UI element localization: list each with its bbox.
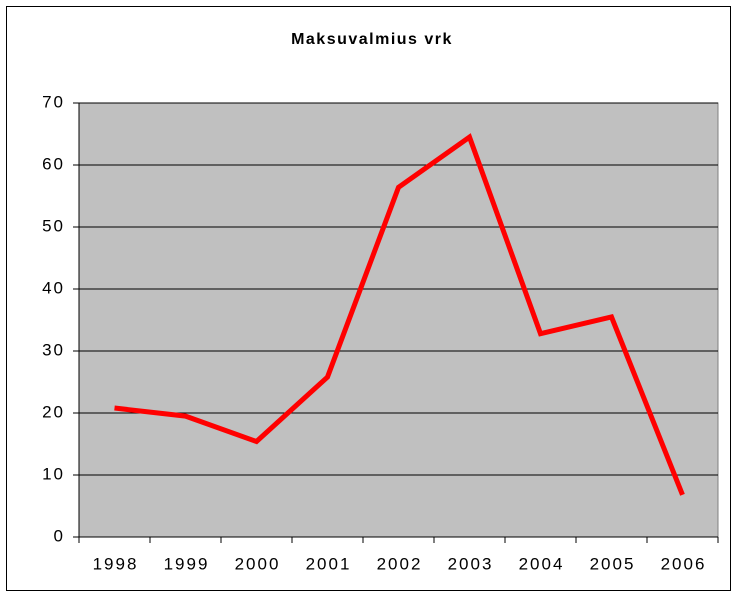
y-tick-label: 60 — [42, 154, 65, 173]
y-tick-label: 50 — [42, 216, 65, 235]
chart-title: Maksuvalmius vrk — [291, 31, 453, 48]
x-tick-label: 1998 — [93, 554, 139, 573]
y-tick-label: 30 — [42, 340, 65, 359]
x-tick-label: 2004 — [519, 554, 565, 573]
x-tick-label: 2000 — [235, 554, 281, 573]
y-tick-label: 70 — [42, 92, 65, 111]
y-tick-label: 0 — [54, 526, 65, 545]
x-tick-label: 2006 — [661, 554, 707, 573]
x-tick-label: 2002 — [377, 554, 423, 573]
x-tick-label: 1999 — [164, 554, 210, 573]
y-tick-label: 10 — [42, 464, 65, 483]
y-tick-label: 40 — [42, 278, 65, 297]
x-tick-label: 2005 — [590, 554, 636, 573]
x-tick-label: 2001 — [306, 554, 352, 573]
data-line — [114, 133, 685, 496]
plot-area — [78, 102, 719, 538]
x-tick-label: 2003 — [448, 554, 494, 573]
y-tick-label: 20 — [42, 402, 65, 421]
